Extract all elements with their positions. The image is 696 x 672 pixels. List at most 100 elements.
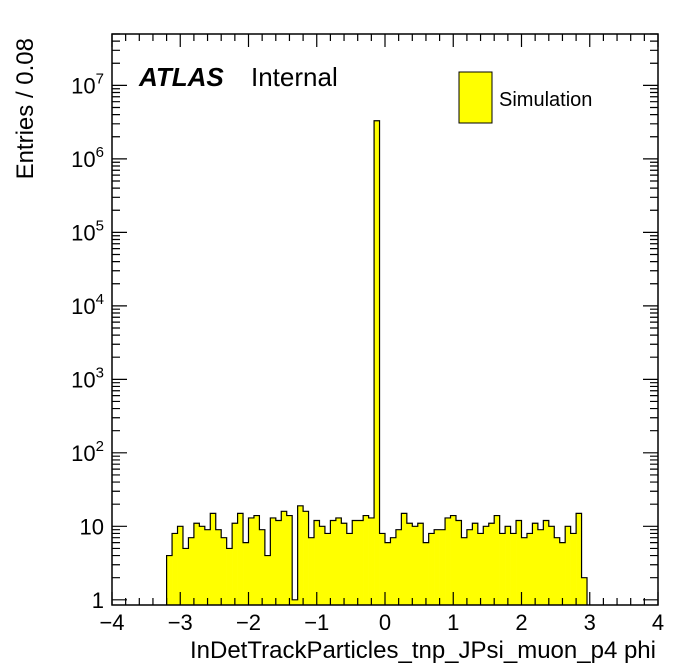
histogram-bin — [199, 526, 206, 605]
histogram-bin — [182, 548, 189, 605]
legend-label: Simulation — [499, 89, 592, 111]
histogram-bin — [379, 533, 386, 605]
histogram-bin — [439, 529, 446, 605]
histogram-bin — [516, 520, 522, 605]
legend-swatch — [458, 71, 493, 124]
histogram-bin — [543, 520, 550, 605]
histogram-bin — [259, 529, 266, 605]
histogram-bin — [510, 533, 517, 605]
histogram-bin — [570, 533, 577, 605]
histogram-bars — [166, 120, 588, 605]
histogram-bin — [363, 515, 369, 605]
histogram-bin — [417, 523, 424, 605]
histogram-bin — [215, 529, 222, 605]
histogram-bin — [461, 537, 468, 605]
histogram-bin — [193, 523, 200, 605]
histogram-bin — [346, 533, 353, 605]
histogram-bin — [308, 537, 315, 605]
histogram-bin — [172, 533, 178, 605]
histogram-bin — [341, 523, 348, 605]
histogram-bin — [505, 526, 511, 605]
histogram-bin — [554, 537, 561, 605]
histogram-bin — [374, 120, 380, 605]
histogram-bin — [548, 526, 555, 605]
histogram-bin — [166, 555, 173, 605]
x-tick-label: 4 — [652, 610, 664, 635]
internal-label: Internal — [251, 62, 338, 92]
x-tick-label: 1 — [447, 610, 459, 635]
histogram-bin — [292, 599, 298, 605]
x-tick-label: 2 — [515, 610, 527, 635]
x-tick-label: 3 — [584, 610, 596, 635]
histogram-bin — [319, 526, 326, 605]
atlas-label: ATLAS — [138, 62, 224, 92]
histogram-bin — [270, 517, 277, 605]
y-tick-label: 102 — [71, 438, 104, 466]
histogram-bin — [477, 533, 484, 605]
y-axis-title: Entries / 0.08 — [12, 38, 39, 179]
x-tick-label: −1 — [304, 610, 329, 635]
y-tick-label: 104 — [71, 291, 104, 319]
y-tick-label: 105 — [71, 217, 104, 245]
y-tick-label: 1 — [92, 588, 104, 613]
histogram-bin — [248, 517, 255, 605]
y-tick-label: 106 — [71, 144, 104, 172]
histogram-bin — [232, 523, 238, 605]
histogram-bin — [221, 537, 227, 605]
y-tick-label: 107 — [71, 70, 104, 98]
histogram-bin — [297, 505, 304, 605]
histogram-bin — [445, 517, 451, 605]
histogram-bin — [434, 529, 440, 605]
histogram-bin — [177, 526, 184, 605]
histogram-bin — [423, 542, 429, 605]
histogram-bin — [466, 529, 473, 605]
x-tick-label: 0 — [379, 610, 391, 635]
histogram-bin — [253, 515, 260, 605]
histogram-bin — [488, 523, 495, 605]
histogram-bin — [576, 513, 582, 605]
histogram-bin — [395, 529, 402, 605]
y-tick-label: 103 — [71, 364, 104, 392]
histogram-bin — [526, 533, 533, 605]
histogram-bin — [406, 523, 413, 605]
legend: Simulation — [458, 71, 592, 124]
histogram-bin — [499, 533, 506, 605]
histogram-bin — [314, 520, 320, 605]
histogram-bin — [385, 542, 391, 605]
histogram-bin — [455, 520, 462, 605]
x-axis-title: InDetTrackParticles_tnp_JPsi_muon_p4 phi — [190, 637, 656, 664]
histogram-bin — [472, 523, 479, 605]
histogram-bin — [237, 513, 244, 605]
histogram-outline — [166, 120, 588, 605]
histogram-bin — [483, 526, 490, 605]
histogram-bin — [532, 523, 539, 605]
histogram-bin — [303, 511, 309, 605]
histogram-bin — [330, 520, 337, 605]
histogram-bin — [412, 526, 419, 605]
histogram-bin — [521, 537, 528, 605]
histogram-bin — [226, 548, 233, 605]
histogram-bin — [428, 533, 435, 605]
y-tick-labels: 1 10 102 103 104 105 106 107 — [71, 70, 104, 612]
histogram-bin — [243, 542, 249, 605]
x-tick-labels: −4 −3 −2 −1 0 1 2 3 4 — [99, 610, 664, 635]
histogram-bin — [494, 515, 500, 605]
histogram-bin — [286, 515, 293, 605]
histogram-bin — [357, 520, 364, 605]
x-tick-label: −2 — [236, 610, 261, 635]
x-tick-label: −4 — [99, 610, 124, 635]
histogram-bin — [368, 517, 375, 605]
histogram-bin — [390, 537, 397, 605]
axis-ticks — [111, 33, 659, 605]
x-tick-label: −3 — [168, 610, 193, 635]
histogram-bin — [210, 513, 217, 605]
histogram-bin — [204, 529, 211, 605]
histogram-bin — [565, 526, 571, 605]
histogram-bin — [559, 542, 566, 605]
histogram-bin — [324, 533, 331, 605]
histogram-bin — [275, 520, 282, 605]
histogram-bin — [537, 529, 544, 605]
histogram-bin — [188, 537, 195, 605]
histogram-bin — [450, 515, 457, 605]
